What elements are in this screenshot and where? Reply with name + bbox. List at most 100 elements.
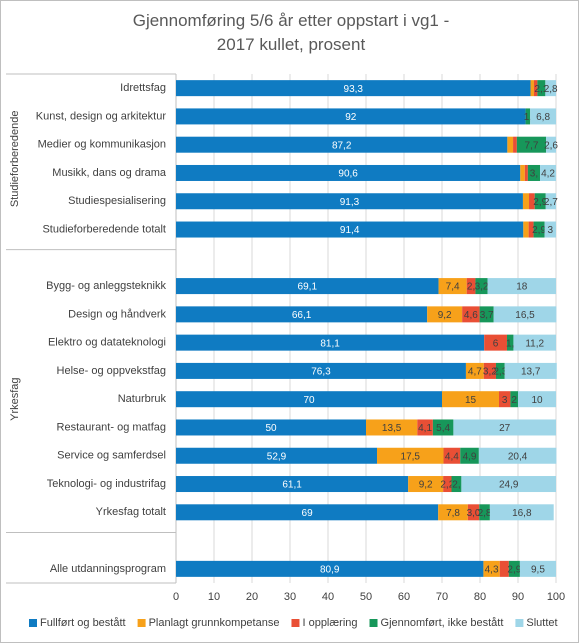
bar-segment [534,193,546,210]
bar-segment [544,221,556,238]
value-label: 13,5 [382,423,402,434]
bar-segment [513,136,517,153]
bar-segment [504,362,557,379]
y-tick-label: Kunst, design og arkitektur [36,110,167,122]
x-tick-label: 100 [547,591,565,603]
legend-label: Planlagt grunnkompetanse [149,617,280,629]
x-tick-label: 10 [208,591,220,603]
value-label: 10 [531,395,543,406]
legend-swatch [29,619,37,627]
bar-segment [176,391,442,408]
bar-segment [366,419,418,436]
bar-segment [176,136,508,153]
bar-segment [443,476,452,493]
bar-segment [487,278,556,295]
value-label: 2,7 [544,197,558,208]
bar-segment [461,476,556,493]
bar-segment [507,136,514,153]
value-label: 4,3 [485,565,499,576]
y-tick-label: Design og håndverk [68,308,166,320]
legend-swatch [515,619,524,627]
value-label: 2,9 [532,225,546,236]
value-label: 66,1 [292,310,312,321]
value-label: 93,3 [344,84,364,95]
bar-segment [176,193,523,210]
value-label: 11,2 [525,338,544,349]
bar-segment [516,136,547,153]
bar-segment [523,221,529,238]
bar-segment [377,447,444,464]
value-label: 3,2 [475,282,489,293]
x-tick-label: 0 [173,591,179,603]
chart-title: Gjennomføring 5/6 år etter oppstart i vg… [132,11,450,54]
bar-segment [522,193,530,210]
x-tick-label: 60 [398,591,410,603]
value-label: 5,4 [436,423,450,434]
bar-segment [484,334,507,351]
value-label: 9,5 [531,565,545,576]
bar-segment [493,306,557,323]
value-label: 3,7 [480,310,494,321]
bar-segment [176,221,524,238]
bar-segment [438,278,467,295]
y-tick-label: Idrettsfag [120,82,166,94]
y-tick-label: Studiespesialisering [68,195,166,207]
value-label: 2,6 [544,140,558,151]
value-label: 18 [516,282,528,293]
value-label: 6,8 [536,112,550,123]
bar-segment [479,504,490,521]
value-label: 90,6 [338,169,358,180]
bar-segment [460,447,479,464]
value-label: 27 [499,423,511,434]
bar-segment [176,447,378,464]
value-label: 3, [530,169,538,180]
bar-segment [438,504,468,521]
value-label: 3 [502,395,508,406]
value-label: 17,5 [401,451,421,462]
value-label: 24,9 [499,480,519,491]
y-tick-label: Restaurant- og matfag [57,421,166,433]
value-label: 91,4 [340,225,360,236]
y-tick-label: Teknologi- og industrifag [47,478,166,490]
bar-segment [478,447,557,464]
value-label: 6 [493,338,499,349]
value-label: 2,8 [544,84,558,95]
bar-segment [518,391,556,408]
legend-swatch [137,619,146,627]
value-label: 76,3 [311,367,331,378]
value-label: 2,1 [534,84,548,95]
value-label: 2, [452,480,460,491]
bar-segment [545,193,556,210]
value-label: 87,2 [332,140,352,151]
bar-segment [524,164,528,181]
value-label: 80,9 [320,565,340,576]
bar-segment [489,504,554,521]
value-label: 1, [524,112,532,123]
value-label: 7,4 [446,282,460,293]
bar-segment [533,80,538,97]
bar-segment [499,391,511,408]
bar-segment [432,419,454,436]
value-label: 4,1 [418,423,432,434]
value-label: 69,1 [298,282,318,293]
bar-segment [475,278,488,295]
bar-segment [479,306,494,323]
bar-segment [527,164,541,181]
bar-segment [442,391,499,408]
x-tick-label: 90 [512,591,524,603]
legend-swatch [369,619,378,627]
bar-segment [483,362,496,379]
value-label: 2, [467,282,475,293]
value-label: 7,7 [525,140,539,151]
bar-segment [176,362,466,379]
bar-segment [519,560,556,577]
value-label: 2,2 [440,480,454,491]
value-label: 3 [548,225,554,236]
bar-segment [513,334,556,351]
group-label: Studieforberedende [9,111,21,208]
bar-segment [427,306,463,323]
value-label: 2,3 [493,367,507,378]
value-label: 69 [302,508,314,519]
value-label: 4,9 [463,451,477,462]
